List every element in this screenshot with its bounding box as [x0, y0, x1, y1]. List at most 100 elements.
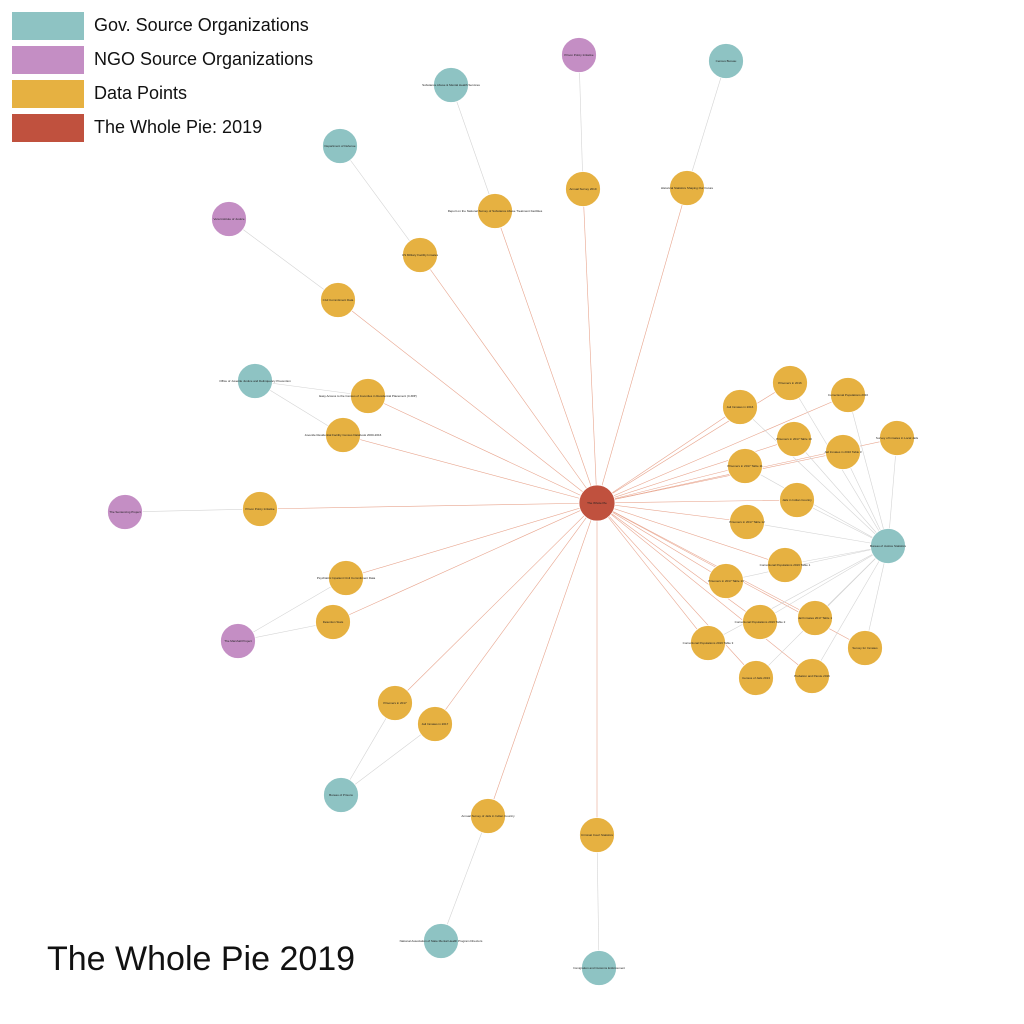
data-point-node-b14[interactable]: Correctional Populations 2016 Table 3 [683, 625, 734, 661]
center-node-center[interactable]: The Whole Pie [578, 484, 616, 522]
gov-source-node-g_dod[interactable]: Department of Defense [322, 128, 358, 164]
edge-center-b7 [596, 465, 746, 504]
gov-source-circle [323, 777, 359, 813]
data-point-circle [742, 604, 778, 640]
data-point-circle [350, 378, 386, 414]
gov-source-node-g_samhsa[interactable]: Substance Abuse & Mental Health Services [422, 67, 480, 103]
ngo-source-node-n_marshall[interactable]: The Marshall Project [220, 623, 256, 659]
gov-source-node-g_census[interactable]: Census Bureau [708, 43, 744, 79]
data-point-circle [738, 660, 774, 696]
data-point-circle [315, 604, 351, 640]
data-point-node-b16[interactable]: Probation and Parole 2016 [794, 658, 830, 694]
edge-center-b16 [596, 502, 813, 677]
data-point-node-b17[interactable]: Survey for Inmates [847, 630, 883, 666]
data-point-node-b13[interactable]: Jail Inmates 2017 Table 1 [797, 600, 833, 636]
gov-source-circle [237, 363, 273, 399]
data-point-circle [477, 193, 513, 229]
data-point-node-b4[interactable]: Prisoners in 2017 Table 10 [776, 421, 812, 457]
data-point-node-d_mil_facility[interactable]: US Military Facility Inmates [402, 237, 439, 273]
data-point-circle [794, 658, 830, 694]
edge-g_bjs-b14 [707, 545, 889, 644]
data-point-node-b7[interactable]: Prisoners in 2017 Table 11 [727, 448, 763, 484]
gov-source-label: Bureau of Prisons [329, 793, 353, 797]
edge-g_bjs-b4 [793, 438, 889, 547]
data-point-node-d_treatment[interactable]: Report on the National Survey of Substan… [448, 193, 543, 229]
edge-center-b15 [596, 502, 757, 679]
gov-source-label: Department of Defense [324, 144, 355, 148]
legend-label-data: Data Points [94, 83, 188, 103]
data-point-node-b10[interactable]: Correctional Populations 2016 Table 1 [760, 547, 811, 583]
data-point-node-b15[interactable]: Census of Jails 2013 [738, 660, 774, 696]
gov-source-node-g_bop[interactable]: Bureau of Prisons [323, 777, 359, 813]
data-point-label: Jails in Indian Country [782, 498, 812, 502]
legend-label-center: The Whole Pie: 2019 [94, 117, 263, 137]
edge-center-b9 [596, 502, 748, 523]
edge-center-b13 [596, 502, 816, 619]
data-point-label: Census of Jails 2013 [742, 676, 770, 680]
data-point-circle [242, 491, 278, 527]
data-point-node-b2[interactable]: Correctional Populations 2016 [828, 377, 869, 413]
ngo-source-label: Prison Policy Initiative [564, 53, 594, 57]
data-point-node-d_ice[interactable]: Detention Stats [315, 604, 351, 640]
edge-center-b2 [596, 394, 849, 504]
gov-source-circle [581, 950, 617, 986]
edge-layer [124, 54, 898, 969]
data-point-node-d_psych[interactable]: Psychiatric Inpatient Civil Commitment D… [317, 560, 376, 596]
gov-source-node-g_ice[interactable]: Immigration and Customs Enforcement [573, 950, 625, 986]
data-point-node-b3[interactable]: Jail Inmates in 2016 [722, 389, 758, 425]
edge-n_sentencing-d_prison_policy [124, 508, 261, 513]
edge-g_ojjdp-d_juv_res [254, 380, 369, 397]
edge-center-b14 [596, 502, 709, 644]
data-point-node-b6[interactable]: Survey of Inmates in Local Jails [876, 420, 919, 456]
data-point-label: Survey for Inmates [852, 646, 878, 650]
ngo-source-node-n_ppi[interactable]: Prison Policy Initiative [561, 37, 597, 73]
ngo-source-node-n_sentencing[interactable]: The Sentencing Project [107, 494, 143, 530]
gov-source-node-g_ojjdp[interactable]: Office of Juvenile Justice and Delinquen… [219, 363, 291, 399]
data-point-circle [825, 434, 861, 470]
data-point-node-d_territories[interactable]: Annual Survey of Jails in Indian Country [461, 798, 515, 834]
data-point-node-d_coi[interactable]: Civil Commitment Data [320, 282, 356, 318]
edge-center-d_territories [487, 502, 598, 817]
data-point-node-b12[interactable]: Correctional Populations 2016 Table 2 [735, 604, 786, 640]
data-point-node-b8[interactable]: Jails in Indian Country [779, 482, 815, 518]
data-point-node-d_jail_count[interactable]: Jail Inmates in 2017 [417, 706, 453, 742]
edge-n_ppi-d_nat_survey [578, 54, 584, 190]
edge-g_bop-d_jail_count [340, 723, 436, 796]
data-point-node-d_courts[interactable]: Criminal Court Statistics [579, 817, 615, 853]
edge-center-b10 [596, 502, 786, 566]
ngo-source-label: Vera Institute of Justice [213, 217, 244, 221]
data-point-label: Historical Statistics Shaping Our Future [661, 186, 714, 190]
data-point-circle [402, 237, 438, 273]
gov-source-node-g_nasmhpd[interactable]: National Association of State Mental Hea… [400, 923, 483, 959]
data-point-node-d_juv_res[interactable]: Easy Access to the Census of Juveniles i… [319, 378, 417, 414]
data-point-label: Probation and Parole 2016 [794, 674, 830, 678]
data-point-label: Jail Inmates in 2016 [727, 405, 754, 409]
data-point-node-b11[interactable]: Prisoners in 2017 Table 13 [708, 563, 744, 599]
edge-g_bjs-b16 [811, 545, 889, 677]
data-point-circle [377, 685, 413, 721]
data-point-label: Prisoners in 2017 [383, 701, 407, 705]
data-point-circle [776, 421, 812, 457]
edge-center-d_prison_policy [259, 502, 598, 510]
edge-n_marshall-d_psych [237, 577, 347, 642]
edge-center-d_juv_court [342, 434, 598, 504]
data-point-node-b9[interactable]: Prisoners in 2017 Table 12 [729, 504, 765, 540]
data-point-circle [722, 389, 758, 425]
data-point-node-d_juv_court[interactable]: Juvenile Residential Facility Census Dat… [305, 417, 382, 453]
ngo-source-node-n_vera[interactable]: Vera Institute of Justice [211, 201, 247, 237]
data-point-node-d_nat_survey[interactable]: Annual Survey 2019 [565, 171, 601, 207]
data-point-label: Annual Survey of Jails in Indian Country [461, 814, 515, 818]
data-point-node-d_hist_stats[interactable]: Historical Statistics Shaping Our Future [661, 170, 714, 206]
data-point-label: Prisoners in 2017 Table 13 [708, 579, 744, 583]
data-point-node-b1[interactable]: Prisoners in 2016 [772, 365, 808, 401]
gov-source-node-g_bjs[interactable]: Bureau of Justice Statistics [870, 528, 907, 564]
edge-g_nasmhpd-d_territories [440, 815, 489, 942]
ngo-source-label: The Sentencing Project [109, 510, 140, 514]
data-point-node-b5[interactable]: Jail Inmates in 2016 Table 3 [824, 434, 862, 470]
data-point-node-d_prison_count[interactable]: Prisoners in 2017 [377, 685, 413, 721]
ngo-source-label: The Marshall Project [224, 639, 252, 643]
data-point-circle [328, 560, 364, 596]
data-point-node-d_prison_policy[interactable]: Prison Policy Initiative [242, 491, 278, 527]
ngo-source-circle [220, 623, 256, 659]
